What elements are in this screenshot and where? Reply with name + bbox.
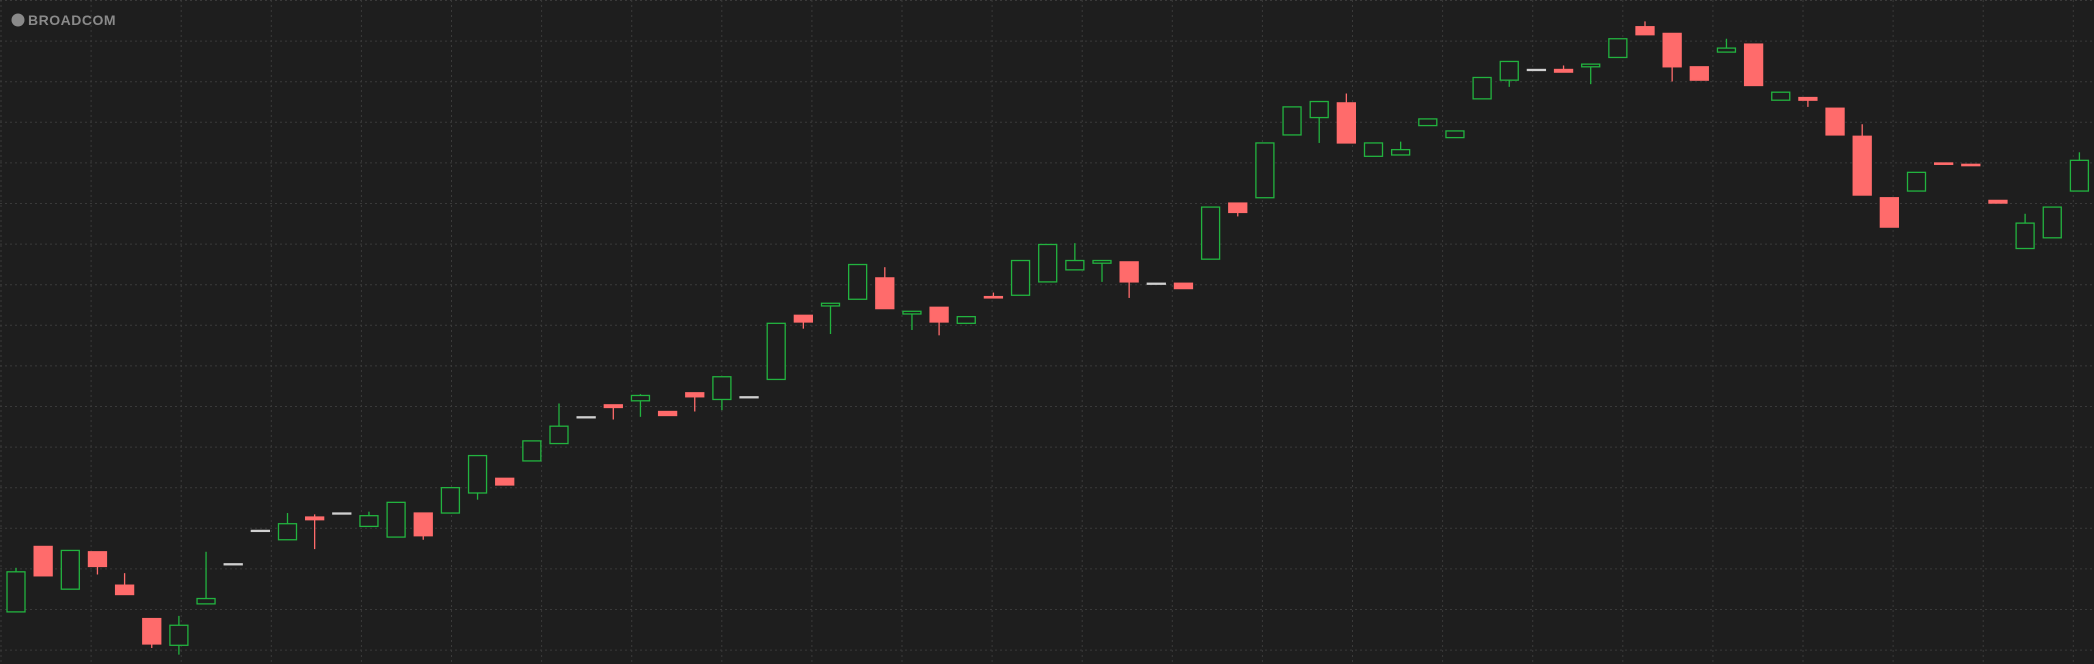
candle-body: [793, 314, 813, 323]
candle-body: [820, 302, 841, 307]
candle-body: [142, 617, 162, 645]
candle-body: [467, 454, 488, 494]
candle-body: [875, 277, 895, 310]
candle-body: [848, 263, 868, 300]
candle-body: [1581, 63, 1601, 68]
candle-body: [1228, 202, 1248, 214]
candle-body: [2015, 222, 2035, 250]
candle-body: [114, 584, 135, 596]
candle-body: [1771, 91, 1791, 101]
candle-body: [603, 404, 623, 409]
candle-body: [1282, 106, 1302, 136]
candle-body: [1961, 163, 1981, 167]
candle-body: [630, 394, 651, 402]
candle-body: [1038, 243, 1058, 283]
candle-body: [33, 545, 53, 577]
candle-body: [1146, 282, 1166, 285]
candle-body: [766, 322, 786, 381]
candle-body: [1472, 76, 1492, 100]
candle-body: [1065, 259, 1085, 271]
candle-body: [1988, 199, 2008, 204]
candle-body: [386, 501, 406, 538]
candle-body: [2069, 159, 2090, 192]
watermark: BROADCOM: [28, 12, 116, 28]
candle-body: [1934, 162, 1954, 165]
candle-body: [223, 563, 243, 566]
candle-body: [332, 512, 352, 515]
candle-body: [1336, 102, 1356, 144]
candle-body: [1391, 148, 1411, 156]
candle-body: [1852, 135, 1872, 196]
candle-body: [413, 512, 433, 537]
candle-body: [1608, 38, 1628, 59]
candle-body: [495, 477, 515, 486]
candle-body: [1255, 142, 1275, 199]
candle-body: [1363, 142, 1384, 157]
candle-body: [440, 486, 461, 514]
candle-body: [902, 310, 922, 315]
candle-body: [1445, 130, 1465, 139]
candle-body: [1200, 206, 1221, 260]
candle-body: [1689, 66, 1709, 81]
candle-body: [739, 396, 759, 399]
candle-body: [1662, 32, 1682, 68]
candle-body: [277, 523, 298, 541]
candle-body: [956, 315, 976, 324]
candle-body: [685, 392, 705, 398]
candle-body: [1716, 47, 1737, 53]
candle-body: [576, 416, 596, 419]
candle-body: [1526, 68, 1547, 72]
candle-body: [1743, 43, 1764, 87]
candle-body: [2042, 206, 2062, 239]
candle-body: [929, 306, 949, 323]
candle-body: [1309, 100, 1329, 119]
candle-body: [304, 516, 325, 521]
candle-body: [549, 425, 569, 445]
candle-body: [1906, 171, 1927, 192]
candle-body: [1825, 107, 1845, 136]
candle-body: [983, 295, 1004, 299]
candle-body: [169, 624, 189, 646]
candles: [6, 21, 2090, 655]
candle-body: [1173, 282, 1194, 290]
candle-body: [250, 529, 271, 533]
candle-body: [1553, 68, 1574, 73]
candle-body: [196, 597, 216, 605]
candle-body: [359, 515, 379, 528]
candle-body: [1879, 197, 1899, 228]
logo-icon: [11, 13, 25, 27]
candle-body: [1798, 96, 1818, 101]
candle-body: [60, 549, 80, 590]
candle-body: [6, 571, 26, 613]
candle-body: [1092, 259, 1112, 264]
candle-body: [657, 410, 678, 417]
candle-body: [1119, 261, 1139, 283]
logo: BROADCOM: [11, 12, 116, 28]
candle-body: [1499, 60, 1519, 81]
candle-body: [1635, 26, 1655, 36]
candle-body: [1010, 259, 1031, 296]
candle-body: [1418, 118, 1438, 127]
candle-body: [712, 376, 732, 401]
candle-body: [522, 440, 542, 462]
candle-body: [87, 551, 108, 568]
